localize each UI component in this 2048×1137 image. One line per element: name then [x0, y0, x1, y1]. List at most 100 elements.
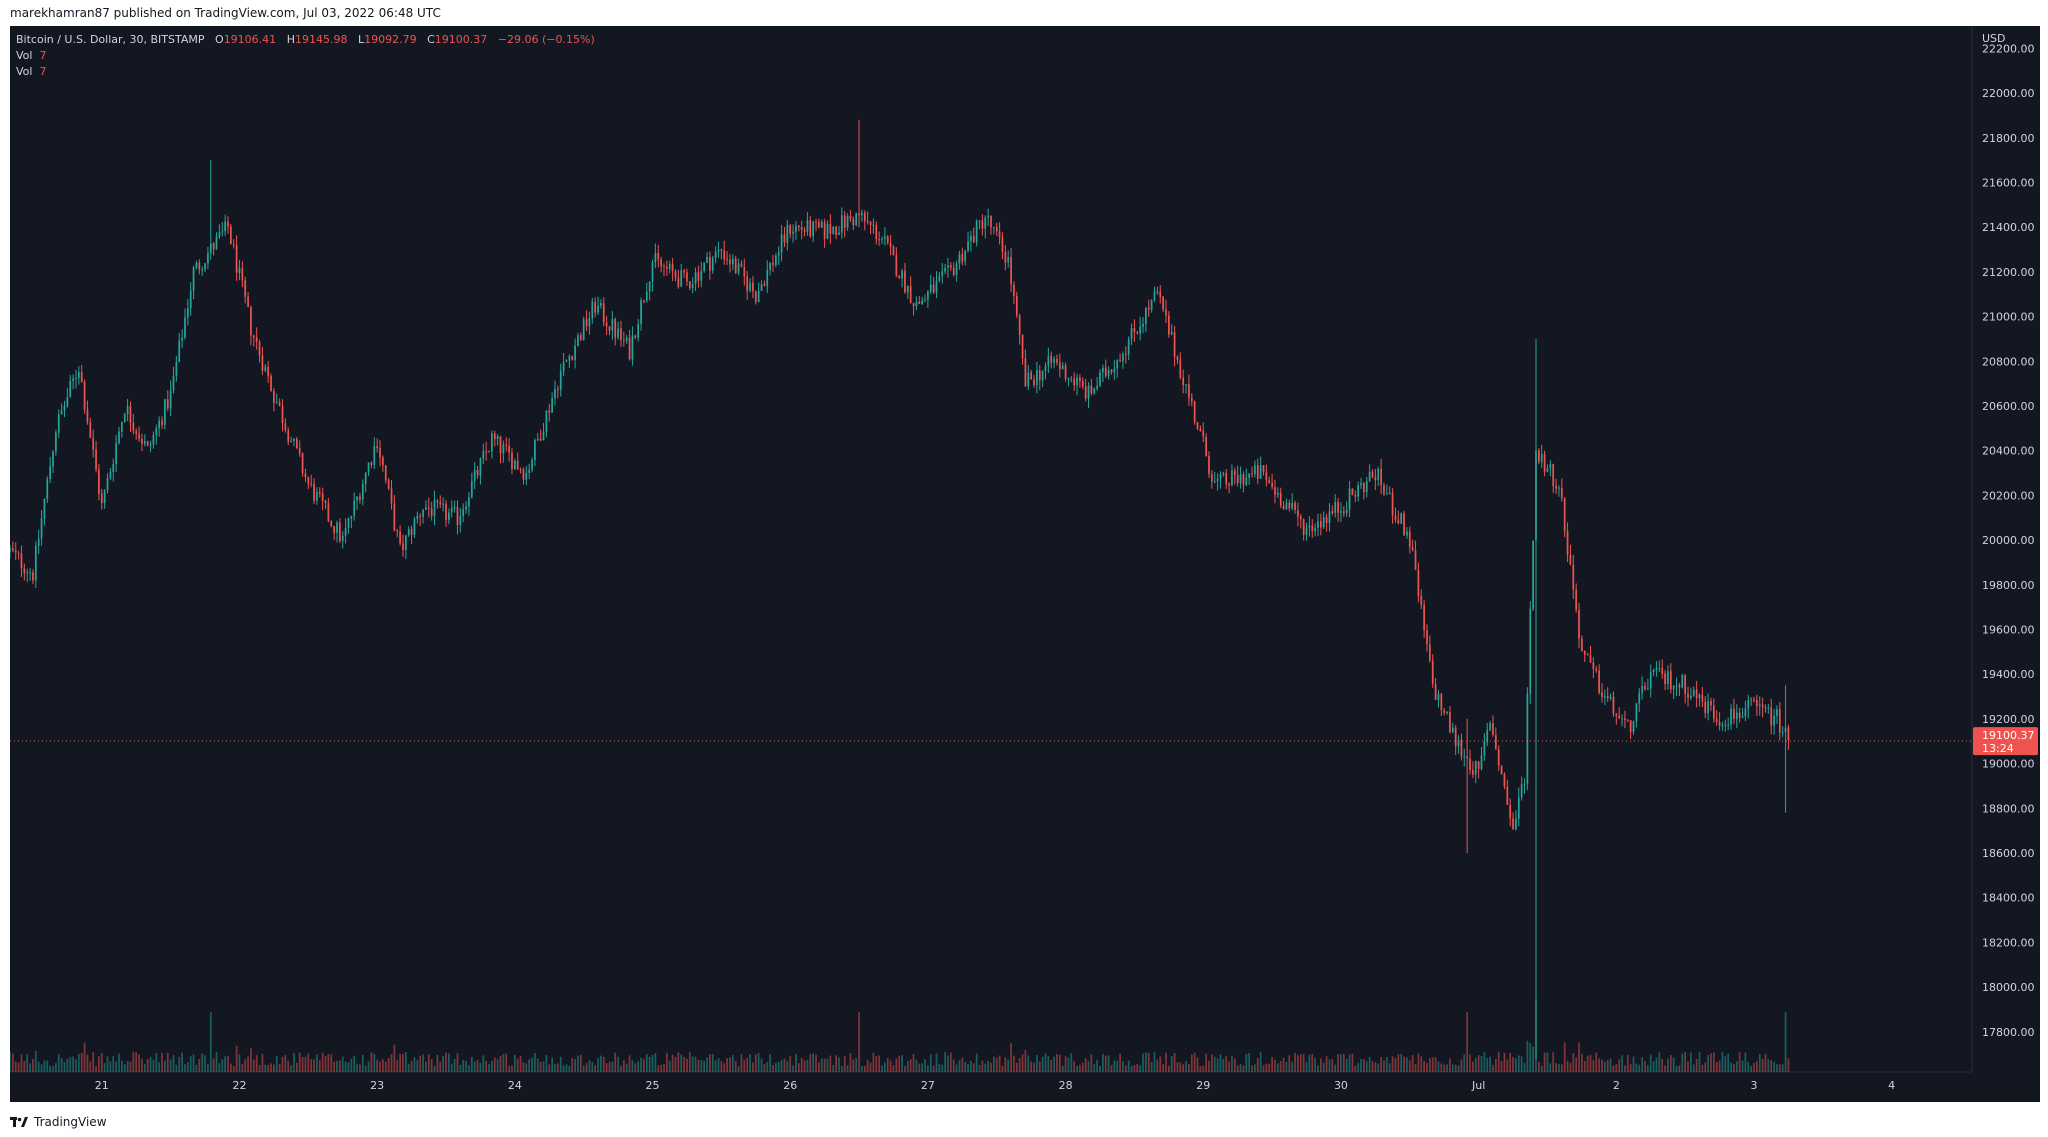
volume-bar — [677, 1052, 680, 1072]
candle-body — [10, 548, 11, 552]
candle-body — [433, 500, 436, 516]
candle-body — [1526, 693, 1529, 784]
volume-bar — [1199, 1065, 1202, 1072]
candle-body — [806, 220, 809, 232]
volume-bar — [1707, 1054, 1709, 1072]
candle-body — [536, 438, 539, 441]
volume-bar — [1193, 1052, 1196, 1072]
candle-body — [1560, 487, 1563, 499]
chart-panel[interactable]: USD 22200.00 22000.00 21800.00 21600.00 21400… — [10, 26, 2040, 1102]
candle-body — [1535, 450, 1537, 541]
volume-bar — [909, 1059, 912, 1072]
candle-body — [1242, 474, 1245, 485]
published-header: marekhamran87 published on TradingView.c… — [10, 6, 441, 20]
volume-bar — [138, 1054, 140, 1072]
candle-body — [964, 250, 967, 262]
volume-bar — [608, 1061, 611, 1072]
volume-bar — [1053, 1056, 1055, 1072]
volume-bar — [1325, 1056, 1328, 1072]
candle-body — [404, 535, 407, 550]
candle-body — [1546, 468, 1549, 472]
volume-bar — [929, 1054, 932, 1072]
volume-bar — [1744, 1052, 1747, 1072]
candle-body — [66, 397, 69, 406]
candle-body — [1116, 360, 1119, 369]
candle-body — [1681, 675, 1684, 688]
volume-bar — [637, 1061, 640, 1072]
candle-body — [178, 340, 181, 363]
volume-bar — [706, 1057, 708, 1072]
candle-body — [634, 335, 637, 338]
volume-bar — [361, 1054, 364, 1072]
volume-bar — [261, 1053, 264, 1072]
candle-body — [1664, 673, 1666, 684]
volume-bar — [691, 1056, 694, 1072]
volume-bar — [1254, 1064, 1256, 1072]
volume-study-row[interactable]: Vol 7 — [16, 48, 595, 64]
volume-bar — [1322, 1062, 1325, 1072]
candle-body — [1374, 477, 1377, 480]
volume-bar — [1271, 1057, 1273, 1072]
candle-body — [456, 507, 459, 526]
candle-body — [1707, 701, 1709, 714]
candle-body — [43, 499, 46, 519]
volume-bar — [1188, 1064, 1190, 1072]
candle-body — [1291, 502, 1294, 509]
time-tick-label: Jul — [1471, 1079, 1485, 1092]
candle-body — [769, 262, 771, 271]
candle-body — [666, 266, 668, 269]
volume-bar — [1781, 1064, 1784, 1072]
tradingview-logo-icon[interactable] — [10, 1116, 28, 1128]
candle-body — [1176, 356, 1179, 360]
candle-body — [1228, 483, 1230, 486]
brand-name[interactable]: TradingView — [34, 1115, 107, 1129]
volume-bar — [1320, 1058, 1322, 1072]
volume-bar — [1750, 1065, 1752, 1072]
candle-body — [448, 512, 450, 520]
candle-body — [749, 282, 751, 291]
volume-bar — [442, 1055, 444, 1072]
candle-body — [740, 263, 743, 267]
volume-bar — [757, 1053, 760, 1072]
candle-body — [763, 284, 766, 286]
current-price-label: 19100.37 — [1982, 729, 2035, 742]
candle-body — [450, 507, 453, 513]
volume-bar — [367, 1061, 370, 1072]
candle-body — [932, 284, 935, 293]
candle-body — [1454, 727, 1457, 747]
candle-body — [643, 300, 645, 302]
candle-body — [121, 421, 123, 432]
volume-bar — [1033, 1062, 1035, 1072]
candle-body — [674, 271, 677, 278]
candle-body — [1715, 718, 1718, 723]
volume-study-row[interactable]: Vol 7 — [16, 64, 595, 80]
volume-bar — [166, 1052, 169, 1072]
volume-bar — [1363, 1059, 1365, 1072]
volume-bar — [416, 1060, 419, 1072]
volume-bar — [502, 1054, 505, 1072]
volume-bar — [789, 1055, 792, 1072]
candle-body — [1285, 502, 1288, 510]
candle-body — [1489, 723, 1491, 731]
volume-bar — [1076, 1065, 1078, 1072]
volume-bar — [1440, 1063, 1443, 1072]
candle-body — [1661, 667, 1664, 674]
candle-body — [832, 226, 835, 234]
candle-body — [1102, 367, 1104, 373]
candle-body — [244, 280, 247, 297]
volume-bar — [671, 1054, 674, 1072]
symbol-label[interactable]: Bitcoin / U.S. Dollar, 30, BITSTAMP — [16, 33, 205, 46]
candle-body — [52, 451, 54, 467]
volume-bar — [1133, 1064, 1136, 1072]
candle-body — [175, 362, 178, 377]
candle-body — [258, 341, 261, 356]
volume-bar — [975, 1053, 978, 1072]
price-tick-label: 19000.00 — [1982, 758, 2035, 771]
candle-body — [513, 460, 516, 470]
candle-body — [1196, 422, 1199, 429]
candle-body — [1566, 531, 1569, 555]
candle-body — [63, 405, 66, 411]
volume-bar — [1601, 1059, 1603, 1072]
candle-body — [944, 267, 946, 272]
